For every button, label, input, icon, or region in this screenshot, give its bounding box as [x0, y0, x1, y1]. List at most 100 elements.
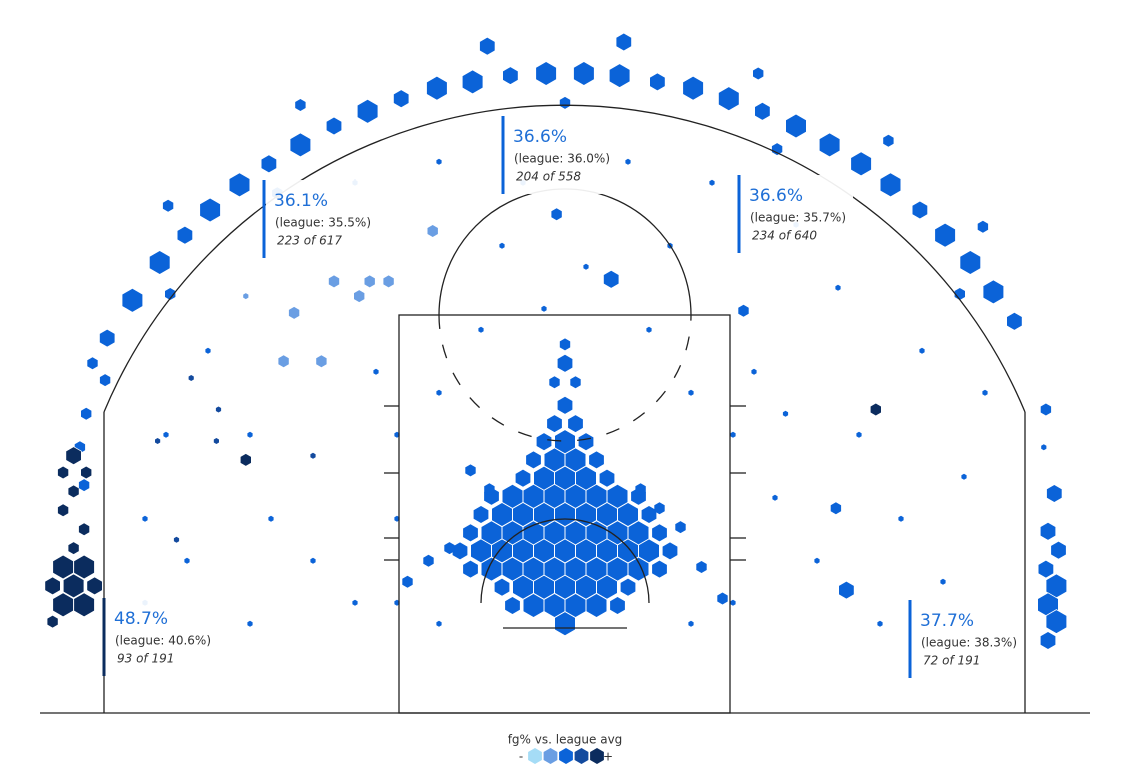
legend-swatch — [543, 748, 558, 764]
hex-bin — [675, 521, 686, 534]
hex-bin — [1006, 311, 1023, 331]
zone-fg-pct: 48.7% — [114, 609, 168, 629]
zone-fg-pct: 36.1% — [274, 191, 328, 211]
hex-bin — [883, 134, 894, 147]
hex-bin — [1041, 444, 1047, 451]
hex-bin — [1040, 403, 1052, 416]
hex-bin — [163, 431, 169, 438]
hex-bin — [818, 132, 841, 158]
hex-bin — [940, 578, 946, 585]
hex-bin — [649, 72, 666, 92]
legend-high: + — [603, 750, 613, 764]
hex-bin — [911, 200, 929, 220]
annotation-bar — [908, 600, 912, 678]
hex-bin — [78, 523, 90, 536]
hex-bin — [162, 199, 174, 212]
zone-attempts: 72 of 191 — [923, 654, 980, 668]
hex-bin — [785, 113, 807, 139]
hex-bin — [260, 154, 278, 174]
hex-bin — [493, 577, 511, 597]
hex-bin — [754, 101, 771, 121]
hex-bin — [977, 220, 989, 233]
annotation-bar — [501, 116, 505, 194]
hex-bin — [402, 575, 413, 588]
zone-league-avg: (league: 35.7%) — [750, 211, 846, 225]
hex-bin — [696, 561, 707, 573]
annotation-background — [266, 180, 378, 258]
hex-bin — [514, 468, 532, 488]
legend-low: - — [519, 750, 523, 764]
hex-bin — [142, 515, 148, 522]
annotation-background — [912, 600, 1024, 678]
hex-bin — [682, 75, 704, 101]
hex-bin — [877, 620, 883, 627]
hex-bin — [373, 368, 379, 375]
hex-bin — [646, 326, 652, 333]
hex-bin — [606, 483, 629, 509]
annotation-bar — [737, 175, 741, 253]
restricted-area — [480, 518, 650, 604]
hex-bin — [504, 596, 521, 615]
zone-attempts: 93 of 191 — [117, 652, 174, 666]
hex-bin — [982, 389, 988, 396]
hex-bin — [556, 395, 574, 415]
hex-bin — [661, 541, 679, 561]
hex-bin — [427, 225, 438, 237]
hex-bin — [717, 592, 728, 605]
hex-bin — [619, 577, 637, 597]
hex-bin — [654, 502, 665, 515]
hex-bin — [73, 554, 95, 580]
hex-bin — [919, 347, 925, 354]
hex-bin — [751, 368, 757, 375]
hex-bin — [99, 374, 111, 387]
hex-bin — [554, 429, 576, 455]
hex-bin — [328, 275, 340, 288]
hex-bin — [879, 172, 902, 198]
legend: fg% vs. league avg - + — [508, 733, 622, 764]
hex-bin — [782, 410, 789, 417]
hex-bin — [461, 69, 484, 95]
hex-bin — [567, 414, 584, 434]
zone-fg-pct: 37.7% — [920, 611, 974, 631]
hex-bin — [364, 275, 375, 288]
hex-bin — [310, 452, 316, 459]
hex-bin — [499, 242, 505, 249]
hex-bin — [462, 559, 479, 579]
paint — [398, 314, 731, 714]
hex-bin — [608, 63, 631, 89]
legend-swatch — [574, 748, 589, 764]
legend-swatch — [528, 748, 542, 764]
hex-bin — [1046, 484, 1063, 503]
hex-bin — [288, 306, 300, 319]
hex-bin — [535, 61, 557, 86]
hex-bin — [651, 523, 668, 543]
hex-bin — [465, 464, 476, 477]
hex-bin — [73, 592, 95, 618]
hex-bin — [598, 468, 616, 488]
hex-bin — [1045, 609, 1068, 635]
hex-bin — [772, 494, 778, 501]
hex-bin — [176, 225, 194, 245]
hex-bin — [535, 432, 553, 452]
zone-fg-pct: 36.6% — [513, 127, 567, 147]
hex-bin — [436, 158, 442, 165]
hex-bin — [559, 338, 571, 351]
hex-bin — [62, 573, 85, 599]
hex-bin — [86, 576, 103, 596]
hex-bin — [213, 438, 219, 444]
hex-bin — [188, 375, 194, 381]
hex-bin — [570, 376, 581, 389]
hex-bin — [68, 542, 79, 555]
hex-bin — [205, 347, 211, 354]
hex-bin — [268, 515, 274, 522]
hex-bin — [753, 67, 764, 80]
hex-bin — [295, 99, 306, 111]
hex-bin — [394, 515, 400, 522]
hex-bin — [247, 431, 253, 438]
hex-bin — [316, 355, 327, 368]
hex-bin — [1039, 631, 1057, 650]
hex-bin — [247, 620, 253, 627]
hex-bin — [615, 32, 632, 52]
three-point-arc — [103, 104, 1026, 413]
